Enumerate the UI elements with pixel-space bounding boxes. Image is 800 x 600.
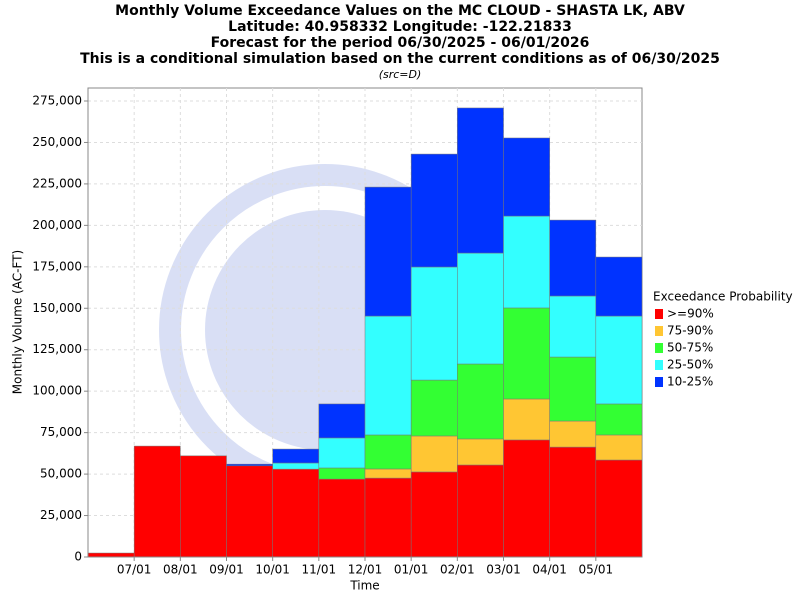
bar-segment [595,256,643,317]
bar-segment [503,215,550,309]
bar-segment [180,455,227,558]
bar-segment [364,434,412,470]
x-tick-label: 08/01 [163,563,198,577]
y-tick-label: 225,000 [32,176,82,190]
bar-segment [318,467,366,480]
x-axis-label: Time [349,579,379,593]
bar-segment [410,471,458,558]
x-tick-label: 10/01 [255,563,290,577]
legend-title: Exceedance Probability [653,290,793,304]
y-tick-label: 0 [74,550,82,564]
x-tick-label: 03/01 [486,563,521,577]
bar-segment [410,266,458,381]
legend-swatch [655,360,663,370]
legend-swatch [655,326,663,336]
bar-segment [503,439,550,558]
chart-title: Monthly Volume Exceedance Values on the … [115,3,685,19]
x-tick-label: 04/01 [532,563,567,577]
bar-segment [595,459,643,558]
legend-label: 10-25% [667,375,713,389]
bar-segment [503,137,550,217]
legend-label: 75-90% [667,324,713,338]
bar-segment [595,403,643,436]
bar-segment [87,552,135,558]
bar-segment [272,448,320,464]
y-tick-label: 25,000 [40,508,82,522]
bar-segment [364,477,412,558]
bar-segment [457,464,504,558]
y-tick-label: 100,000 [32,384,82,398]
x-tick-label: 09/01 [209,563,244,577]
bar-segment [364,468,412,479]
source-note: (src=D) [379,68,422,81]
x-tick-label: 02/01 [440,563,475,577]
bar-segment [503,307,550,400]
bar-segment [318,403,366,439]
legend-swatch [655,377,663,387]
bar-segment [549,356,597,422]
bar-segment [226,465,273,558]
y-tick-label: 150,000 [32,301,82,315]
legend-label: >=90% [667,307,714,321]
bar-segment [595,434,643,461]
bar-segment [503,398,550,441]
bar-segment [549,420,597,448]
bar-segment [410,379,458,437]
y-tick-label: 275,000 [32,94,82,108]
legend-label: 50-75% [667,341,713,355]
bar-segment [457,363,504,440]
bar-segment [595,315,643,405]
x-tick-label: 05/01 [579,563,614,577]
bar-segment [133,445,181,558]
bar-segment [410,435,458,473]
bar-segment [457,252,504,365]
bar-segment [457,438,504,466]
y-tick-label: 50,000 [40,467,82,481]
y-tick-label: 175,000 [32,259,82,273]
x-tick-label: 07/01 [117,563,152,577]
x-tick-label: 11/01 [302,563,337,577]
bar-segment [364,315,412,436]
x-tick-label: 01/01 [394,563,429,577]
chart-subtitle: Forecast for the period 06/30/2025 - 06/… [211,35,590,51]
chart-subtitle: This is a conditional simulation based o… [80,51,720,67]
bar-segment [549,295,597,358]
x-tick-label: 12/01 [348,563,383,577]
y-axis-label: Monthly Volume (AC-FT) [11,250,25,394]
bar-segment [549,446,597,558]
bar-segment [272,462,320,470]
bar-segment [318,437,366,469]
chart-subtitle: Latitude: 40.958332 Longitude: -122.2183… [228,19,572,35]
bar-segment [364,186,412,317]
y-tick-label: 250,000 [32,135,82,149]
y-tick-label: 200,000 [32,218,82,232]
y-tick-label: 75,000 [40,425,82,439]
bar-segment [272,468,320,558]
bar-segment [457,107,504,254]
legend-label: 25-50% [667,358,713,372]
bar-segment [318,478,366,558]
bar-segment [410,153,458,268]
y-tick-label: 125,000 [32,342,82,356]
legend-swatch [655,309,663,319]
bar-segment [549,219,597,297]
legend-swatch [655,343,663,353]
bar-segment [226,463,273,467]
